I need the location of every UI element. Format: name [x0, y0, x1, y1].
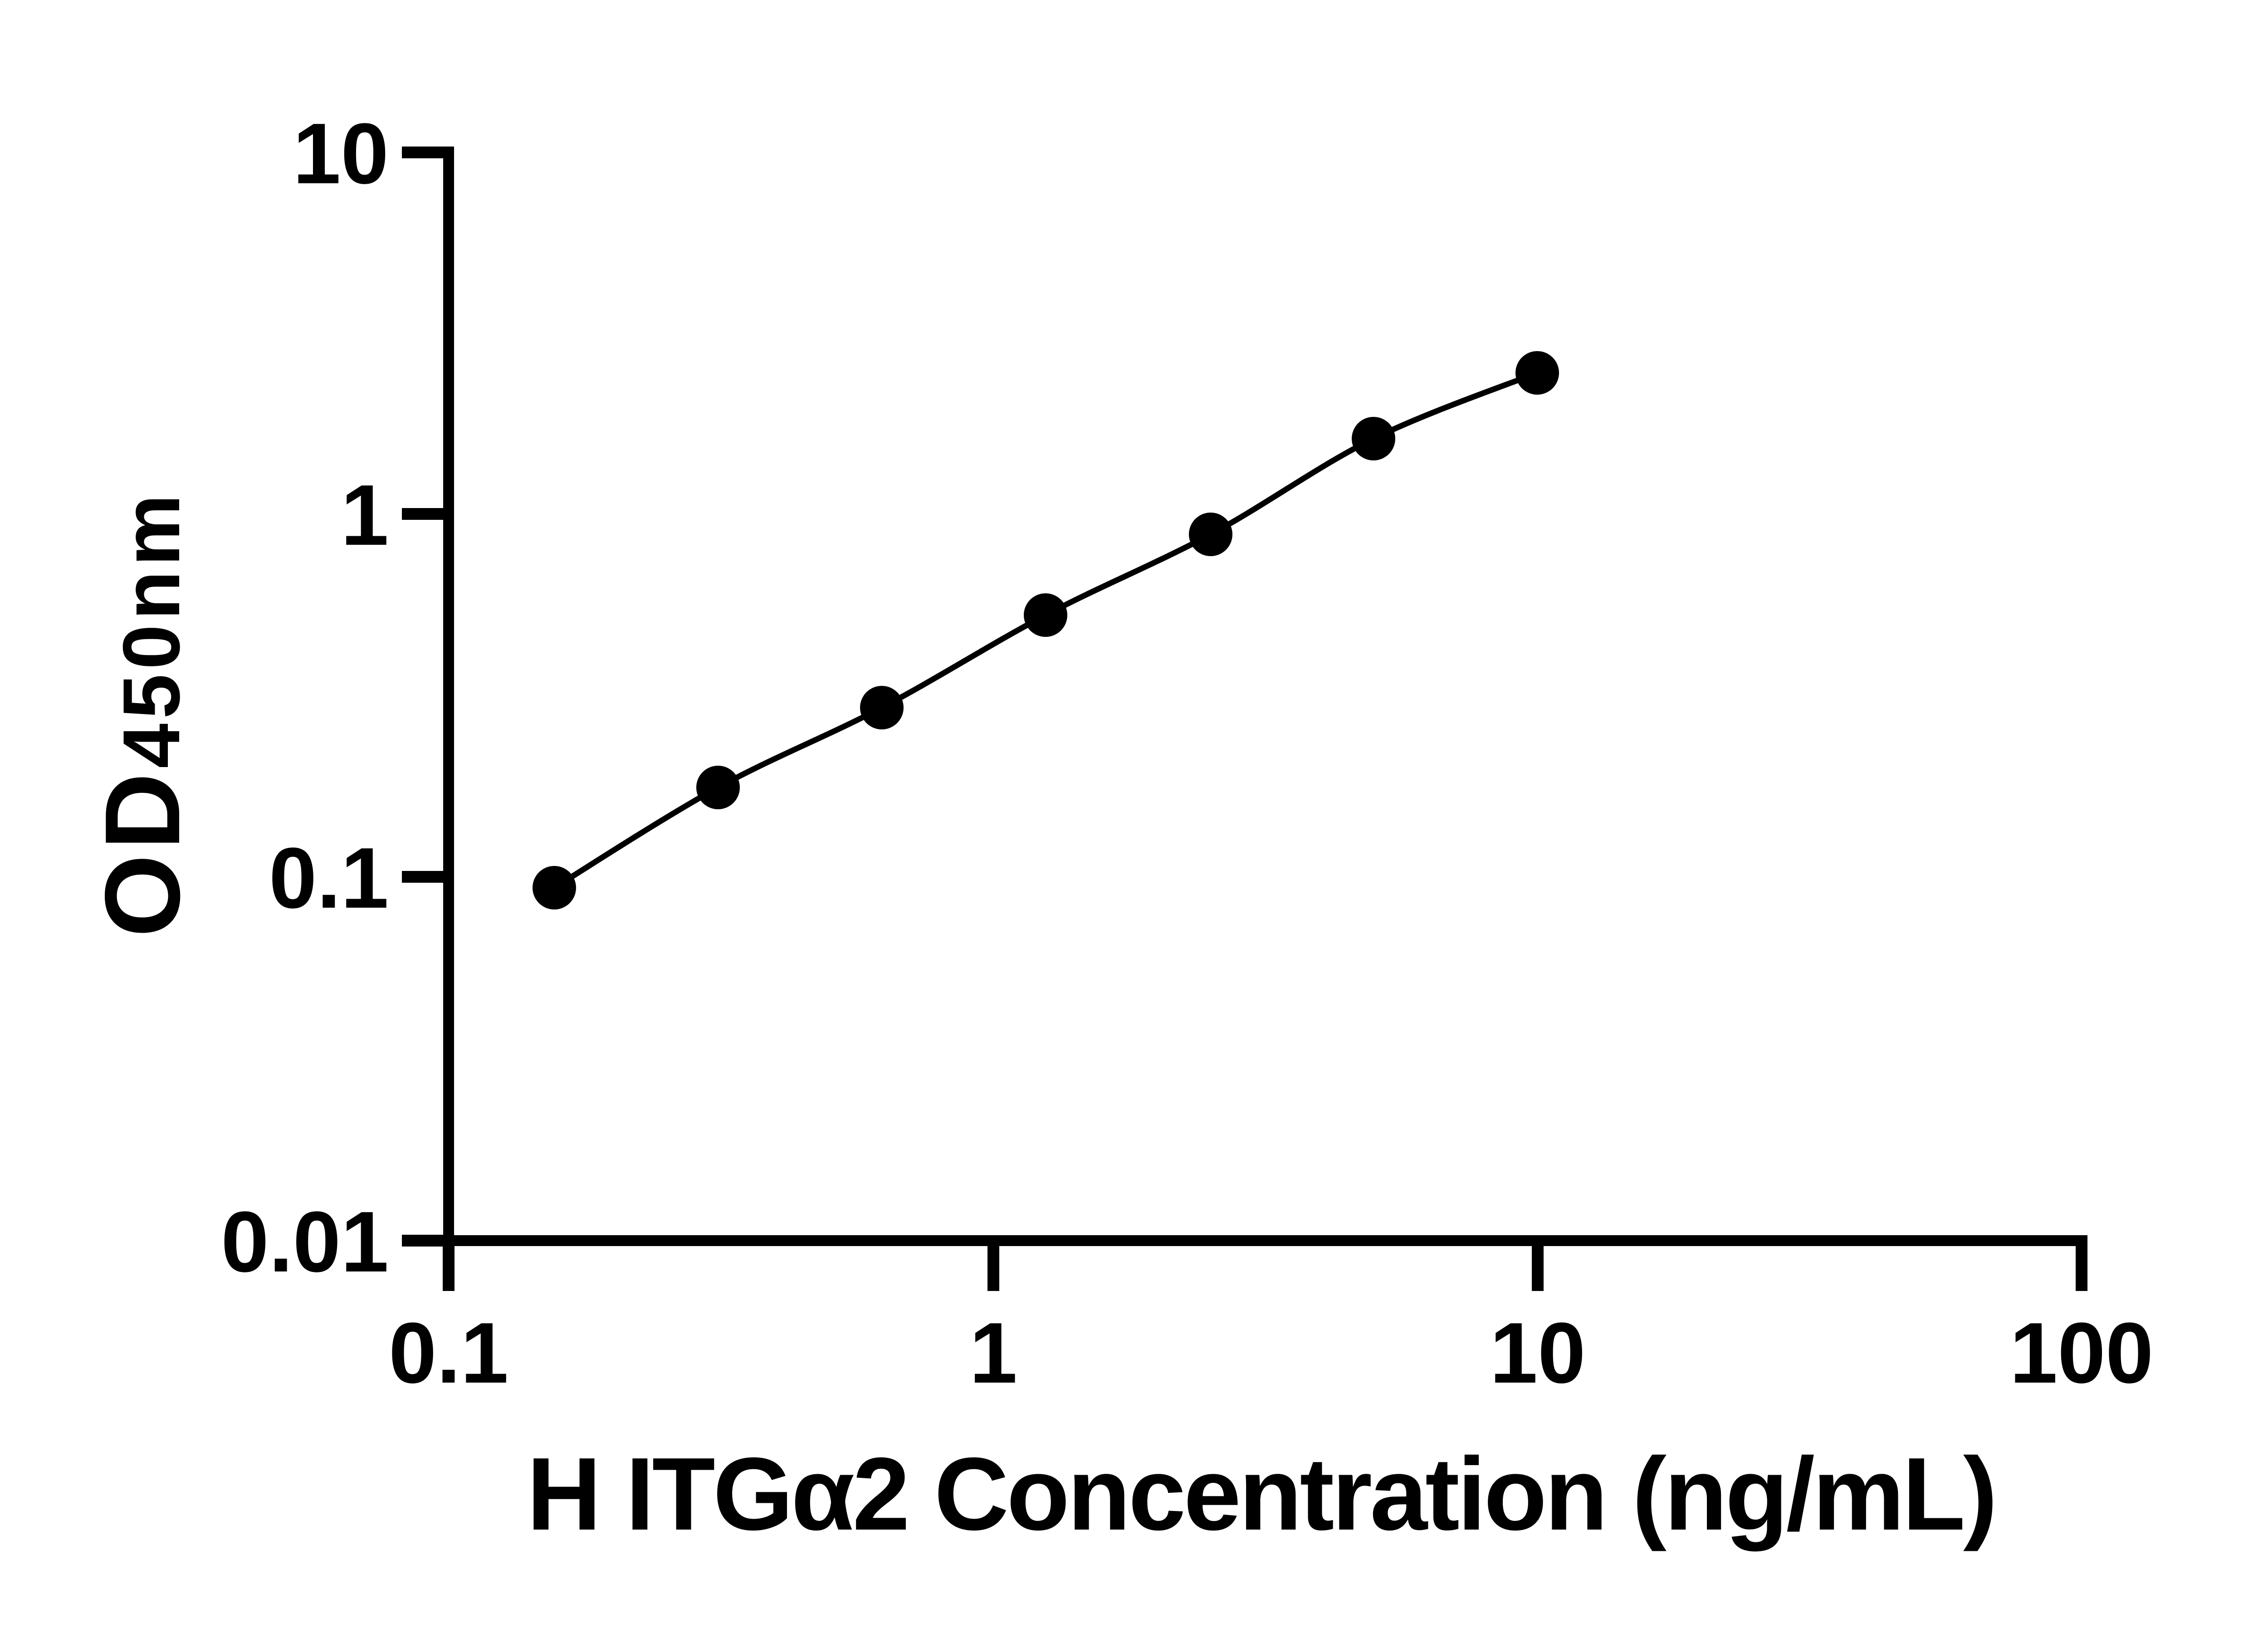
svg-text:100: 100 — [2009, 1305, 2153, 1401]
svg-text:10: 10 — [1490, 1305, 1585, 1401]
svg-text:10: 10 — [293, 106, 389, 202]
svg-text:0.01: 0.01 — [221, 1194, 389, 1290]
svg-text:H ITGα2 Concentration (ng/mL): H ITGα2 Concentration (ng/mL) — [527, 1437, 1995, 1552]
svg-text:1: 1 — [341, 467, 389, 563]
svg-text:0.1: 0.1 — [389, 1305, 508, 1401]
svg-text:0.1: 0.1 — [269, 830, 389, 926]
svg-text:1: 1 — [969, 1305, 1017, 1401]
svg-text:OD450nm: OD450nm — [83, 490, 202, 938]
